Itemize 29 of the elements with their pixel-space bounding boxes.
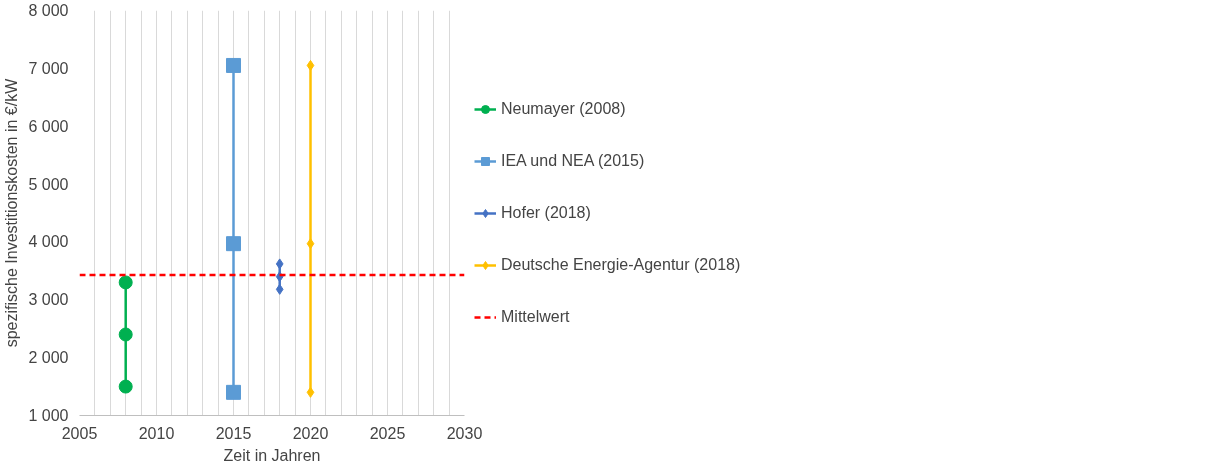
point	[226, 384, 241, 400]
legend-label: Deutsche Energie-Agentur (2018)	[501, 255, 741, 274]
legend-label: Hofer (2018)	[501, 203, 591, 222]
y-axis-title: spezifische Investitionskosten in €/kW	[3, 77, 21, 348]
y-tick-label: 1 000	[28, 407, 69, 424]
y-tick-label: 5 000	[28, 175, 69, 193]
y-tick-label: 3 000	[28, 291, 69, 309]
legend-label: Neumayer (2008)	[501, 99, 626, 118]
x-tick-label: 2005	[61, 424, 98, 442]
x-tick-label: 2030	[446, 424, 483, 442]
y-tick-label: 2 000	[28, 349, 69, 367]
point	[118, 275, 133, 290]
y-tick-label: 8 000	[28, 2, 69, 19]
legend-label: IEA und NEA (2015)	[501, 151, 645, 170]
y-tick-label: 4 000	[28, 233, 69, 251]
x-tick-label: 2010	[138, 424, 175, 442]
legend-label: Mittelwert	[501, 307, 570, 326]
y-tick-label: 6 000	[28, 117, 69, 135]
point	[306, 59, 315, 71]
point	[118, 327, 133, 342]
point	[118, 379, 133, 394]
x-tick-label: 2025	[369, 424, 406, 442]
x-tick-label: 2015	[215, 424, 252, 442]
y-tick-label: 7 000	[28, 59, 69, 77]
point	[275, 258, 284, 270]
x-tick-label: 2020	[292, 424, 329, 442]
x-axis-title: Zeit in Jahren	[223, 446, 321, 464]
point	[226, 57, 241, 73]
point	[226, 236, 241, 252]
